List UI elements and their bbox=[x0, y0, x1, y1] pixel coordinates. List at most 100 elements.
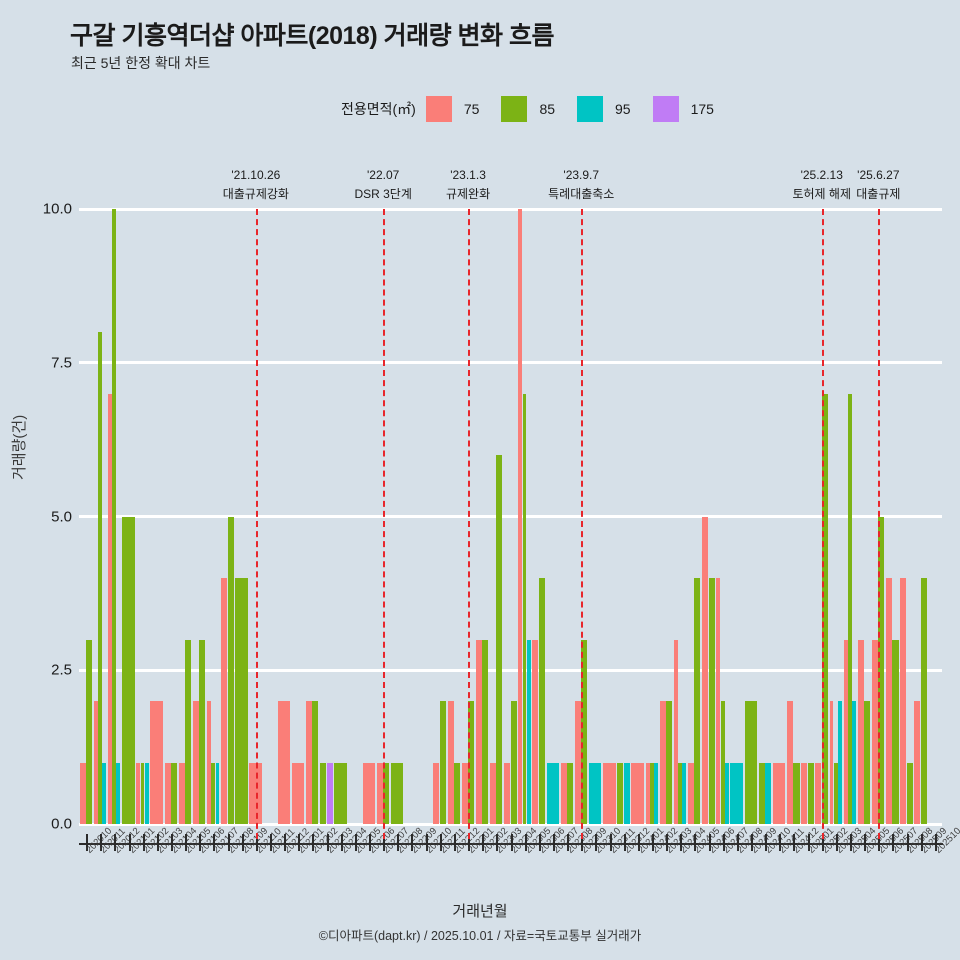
bar-202312-85[interactable] bbox=[617, 762, 624, 824]
bar-202108-85[interactable] bbox=[227, 516, 234, 824]
bar-202504-95[interactable] bbox=[852, 701, 857, 824]
bar-202107-95[interactable] bbox=[215, 762, 220, 824]
bar-202101-85[interactable] bbox=[122, 516, 135, 824]
bar-202301-75[interactable] bbox=[461, 762, 468, 824]
bar-202505-75[interactable] bbox=[857, 639, 864, 824]
bar-202106-85[interactable] bbox=[199, 639, 206, 824]
bar-202105-75[interactable] bbox=[178, 762, 185, 824]
bar-202411-75[interactable] bbox=[772, 762, 786, 824]
bar-202203-85[interactable] bbox=[320, 762, 327, 824]
bar-202109-85[interactable] bbox=[235, 578, 248, 824]
bar-202010-75[interactable] bbox=[79, 762, 86, 824]
bar-202011-85[interactable] bbox=[98, 332, 103, 824]
bar-202502-85[interactable] bbox=[821, 393, 828, 824]
bar-202304-75[interactable] bbox=[504, 762, 511, 824]
bar-202407-75[interactable] bbox=[716, 578, 721, 824]
bar-202407-95[interactable] bbox=[724, 762, 729, 824]
bar-202506-85[interactable] bbox=[878, 516, 885, 824]
bar-202208-85[interactable] bbox=[390, 762, 404, 824]
bar-202207-75[interactable] bbox=[376, 762, 383, 824]
bar-202102-85[interactable] bbox=[140, 762, 145, 824]
bar-202107-75[interactable] bbox=[207, 701, 211, 824]
bar-202402-95[interactable] bbox=[654, 762, 659, 824]
bar-202409-85[interactable] bbox=[744, 701, 758, 824]
bar-202012-95[interactable] bbox=[116, 762, 121, 824]
bar-202012-75[interactable] bbox=[108, 393, 112, 824]
bar-202301-85[interactable] bbox=[468, 701, 475, 824]
bar-202503-95[interactable] bbox=[838, 701, 842, 824]
bar-202012-85[interactable] bbox=[112, 209, 117, 824]
bar-202308-85[interactable] bbox=[567, 762, 574, 824]
bar-202104-85[interactable] bbox=[170, 762, 178, 824]
bar-202211-75[interactable] bbox=[433, 762, 440, 824]
bar-202304-85[interactable] bbox=[510, 701, 517, 824]
bar-202504-75[interactable] bbox=[843, 639, 848, 824]
bar-202405-85[interactable] bbox=[694, 578, 701, 824]
legend-item-75[interactable]: 75 bbox=[425, 96, 496, 122]
bar-202504-85[interactable] bbox=[847, 393, 852, 824]
bar-202011-95[interactable] bbox=[102, 762, 107, 824]
bar-202310-95[interactable] bbox=[589, 762, 602, 824]
bar-202410-95[interactable] bbox=[765, 762, 772, 824]
bar-202412-85[interactable] bbox=[793, 762, 800, 824]
bar-202505-85[interactable] bbox=[864, 701, 871, 824]
bar-202303-75[interactable] bbox=[489, 762, 497, 824]
bar-202506-75[interactable] bbox=[871, 639, 879, 824]
bar-202106-75[interactable] bbox=[192, 701, 199, 824]
bar-202104-75[interactable] bbox=[164, 762, 171, 824]
bar-202502-75[interactable] bbox=[815, 762, 822, 824]
bar-202302-75[interactable] bbox=[475, 639, 482, 824]
bar-202306-75[interactable] bbox=[532, 639, 539, 824]
bar-202405-75[interactable] bbox=[688, 762, 695, 824]
bar-202311-75[interactable] bbox=[603, 762, 616, 824]
bar-202306-85[interactable] bbox=[538, 578, 545, 824]
bar-202412-75[interactable] bbox=[787, 701, 794, 824]
bar-202403-75[interactable] bbox=[659, 701, 666, 824]
legend-item-85[interactable]: 85 bbox=[501, 96, 571, 122]
bar-202303-85[interactable] bbox=[496, 455, 503, 824]
bar-202112-75[interactable] bbox=[277, 701, 291, 824]
bar-202402-85[interactable] bbox=[649, 762, 654, 824]
bar-202501-85[interactable] bbox=[807, 762, 814, 824]
bar-202108-75[interactable] bbox=[221, 578, 228, 824]
bar-202406-85[interactable] bbox=[708, 578, 715, 824]
bar-202212-75[interactable] bbox=[447, 701, 454, 824]
bar-202204-85[interactable] bbox=[334, 762, 347, 824]
bar-202309-85[interactable] bbox=[581, 639, 588, 824]
bar-202410-85[interactable] bbox=[758, 762, 765, 824]
bar-202202-75[interactable] bbox=[306, 701, 313, 824]
bar-202308-75[interactable] bbox=[560, 762, 567, 824]
bar-202404-85[interactable] bbox=[678, 762, 683, 824]
legend-item-95[interactable]: 95 bbox=[577, 96, 647, 122]
bar-202508-85[interactable] bbox=[906, 762, 913, 824]
bar-202408-95[interactable] bbox=[730, 762, 743, 824]
bar-202507-75[interactable] bbox=[886, 578, 893, 824]
bar-202407-85[interactable] bbox=[720, 701, 725, 824]
bar-202102-95[interactable] bbox=[144, 762, 149, 824]
bar-202201-75[interactable] bbox=[291, 762, 305, 824]
bar-202010-85[interactable] bbox=[86, 639, 93, 824]
bar-202507-85[interactable] bbox=[892, 639, 899, 824]
bar-202203-175[interactable] bbox=[326, 762, 333, 824]
bar-202102-75[interactable] bbox=[136, 762, 141, 824]
bar-202305-75[interactable] bbox=[518, 209, 523, 824]
bar-202501-75[interactable] bbox=[801, 762, 808, 824]
bar-202212-85[interactable] bbox=[453, 762, 460, 824]
bar-202305-85[interactable] bbox=[522, 393, 527, 824]
bar-202105-85[interactable] bbox=[185, 639, 192, 824]
bar-202302-85[interactable] bbox=[482, 639, 489, 824]
bar-202011-75[interactable] bbox=[93, 701, 98, 824]
bar-202403-85[interactable] bbox=[666, 701, 673, 824]
bar-202309-75[interactable] bbox=[574, 701, 581, 824]
bar-202508-75[interactable] bbox=[900, 578, 907, 824]
bar-202404-95[interactable] bbox=[682, 762, 687, 824]
bar-202211-85[interactable] bbox=[439, 701, 446, 824]
bar-202202-85[interactable] bbox=[312, 701, 319, 824]
bar-202402-75[interactable] bbox=[645, 762, 650, 824]
legend-item-175[interactable]: 175 bbox=[652, 96, 730, 122]
bar-202206-75[interactable] bbox=[362, 762, 376, 824]
bar-202503-85[interactable] bbox=[833, 762, 838, 824]
bar-202107-85[interactable] bbox=[211, 762, 216, 824]
bar-202503-75[interactable] bbox=[829, 701, 834, 824]
bar-202307-95[interactable] bbox=[546, 762, 559, 824]
